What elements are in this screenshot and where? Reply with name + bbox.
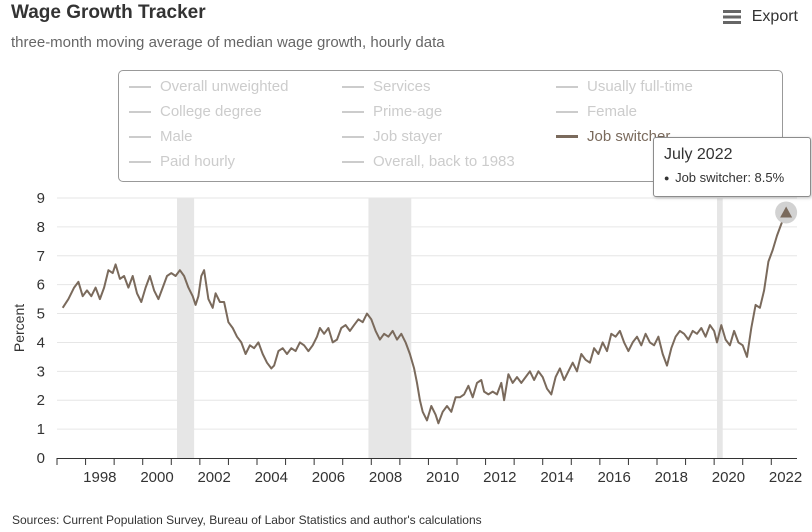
tooltip: July 2022 ● Job switcher: 8.5%: [653, 137, 811, 197]
tooltip-series-dot-icon: ●: [664, 173, 670, 183]
x-tick-label: 2012: [483, 469, 516, 486]
legend-swatch: [129, 160, 151, 163]
x-tick-label: 2018: [655, 469, 688, 486]
tooltip-title: July 2022: [664, 146, 733, 163]
tooltip-series-name: Job switcher: [675, 170, 748, 185]
x-tick-label: 2000: [140, 469, 173, 486]
legend-label: Female: [587, 103, 638, 120]
legend-swatch: [342, 160, 364, 163]
legend-item-female[interactable]: Female: [556, 103, 637, 120]
legend-item-usually-full-time[interactable]: Usually full-time: [556, 78, 693, 95]
y-tick-label: 1: [37, 421, 45, 438]
legend-swatch: [556, 110, 578, 113]
x-tick-label: 2022: [769, 469, 802, 486]
recession-shading: [177, 198, 723, 458]
legend-label: Job stayer: [373, 128, 443, 145]
legend-swatch: [342, 135, 364, 138]
recession-band: [177, 198, 195, 458]
legend-label: Overall, back to 1983: [373, 153, 515, 170]
tooltip-line: ● Job switcher: 8.5%: [664, 170, 785, 185]
y-tick-label: 5: [37, 306, 45, 323]
source-note: Sources: Current Population Survey, Bure…: [12, 513, 482, 527]
y-axis: 0 1 2 3 4 5 6 7 8 9: [37, 190, 45, 467]
legend-swatch: [129, 110, 151, 113]
legend-swatch: [556, 135, 578, 138]
legend-swatch: [342, 110, 364, 113]
x-tick-label: 2002: [197, 469, 230, 486]
legend-item-job-stayer[interactable]: Job stayer: [342, 128, 442, 145]
legend-label: Usually full-time: [587, 78, 693, 95]
legend-label: Job switcher: [587, 128, 671, 145]
legend-item-male[interactable]: Male: [129, 128, 193, 145]
x-tick-label: 1998: [83, 469, 116, 486]
y-tick-label: 8: [37, 219, 45, 236]
legend-label: Overall unweighted: [160, 78, 289, 95]
y-tick-label: 4: [37, 334, 45, 351]
legend-item-job-switcher[interactable]: Job switcher: [556, 128, 670, 145]
hover-marker-triangle-icon: [780, 206, 793, 218]
y-tick-label: 2: [37, 392, 45, 409]
menu-icon: [722, 10, 741, 24]
y-axis-label: Percent: [11, 304, 27, 352]
legend-item-prime-age[interactable]: Prime-age: [342, 103, 442, 120]
chart-title: Wage Growth Tracker: [11, 2, 206, 23]
series-layer: [61, 201, 798, 425]
y-tick-label: 6: [37, 277, 45, 294]
y-tick-label: 7: [37, 248, 45, 265]
tooltip-value: 8.5%: [754, 170, 785, 185]
y-tick-label: 3: [37, 363, 45, 380]
export-button[interactable]: Export: [722, 8, 798, 26]
x-tick-label: 2010: [426, 469, 459, 486]
legend-item-college-degree[interactable]: College degree: [129, 103, 262, 120]
chart-subtitle: three-month moving average of median wag…: [11, 34, 445, 51]
legend-label: Male: [160, 128, 193, 145]
x-tick-label: 2006: [312, 469, 345, 486]
series-line-job-switcher: [61, 212, 788, 425]
x-tick-label: 2004: [255, 469, 288, 486]
legend-item-paid-hourly[interactable]: Paid hourly: [129, 153, 235, 170]
gridlines: [57, 197, 797, 430]
legend-label: Prime-age: [373, 103, 443, 120]
legend-swatch: [342, 85, 364, 88]
x-tick-label: 2020: [712, 469, 745, 486]
legend-item-overall-unweighted[interactable]: Overall unweighted: [129, 78, 288, 95]
x-tick-label: 2016: [597, 469, 630, 486]
legend-swatch: [129, 85, 151, 88]
y-tick-label: 0: [37, 450, 45, 467]
x-tick-label: 2014: [540, 469, 573, 486]
legend-swatch: [556, 85, 578, 88]
y-tick-label: 9: [37, 190, 45, 207]
legend-label: College degree: [160, 103, 262, 120]
x-axis: 1998 2000 2002 2004 2006 2008 2010 2012 2014 2016…: [56, 458, 802, 486]
legend-item-services[interactable]: Services: [342, 78, 431, 95]
legend: Overall unweighted Services Usually full…: [118, 70, 783, 182]
legend-label: Paid hourly: [160, 153, 236, 170]
x-tick-label: 2008: [369, 469, 402, 486]
export-label: Export: [751, 8, 798, 25]
legend-swatch: [129, 135, 151, 138]
legend-item-overall-back-to-1983[interactable]: Overall, back to 1983: [342, 153, 515, 170]
legend-label: Services: [373, 78, 431, 95]
